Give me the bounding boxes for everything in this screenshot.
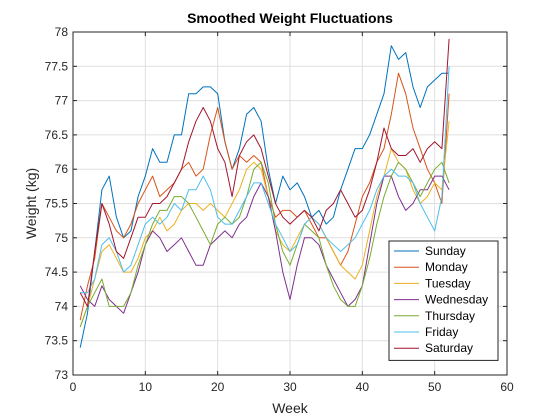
x-tick-label: 60 <box>500 380 514 394</box>
y-tick-label: 73 <box>55 368 69 382</box>
series-line-friday <box>80 66 450 294</box>
y-tick-label: 77.5 <box>45 59 69 73</box>
x-tick-label: 20 <box>211 380 225 394</box>
legend-label-thursday: Thursday <box>425 309 475 323</box>
y-axis-label: Weight (kg) <box>23 168 39 239</box>
x-tick-label: 30 <box>283 380 297 394</box>
y-tick-label: 76.5 <box>45 128 69 142</box>
legend-label-saturday: Saturday <box>425 341 473 355</box>
series-line-saturday <box>79 38 450 307</box>
y-tick-label: 74.5 <box>45 265 69 279</box>
x-tick-label: 50 <box>428 380 442 394</box>
y-tick-label: 78 <box>55 25 69 39</box>
legend-label-wednesday: Wednesday <box>425 293 488 307</box>
y-tick-label: 75 <box>55 231 69 245</box>
legend-label-monday: Monday <box>425 260 468 274</box>
y-tick-label: 76 <box>55 162 69 176</box>
x-tick-label: 10 <box>139 380 153 394</box>
legend-label-sunday: Sunday <box>425 244 466 258</box>
legend: Sunday Monday Tuesday Wednesday Thursday Frid… <box>388 240 499 361</box>
series-line-monday <box>79 72 450 321</box>
legend-label-tuesday: Tuesday <box>425 276 471 290</box>
y-tick-label: 74 <box>55 299 69 313</box>
y-axis-ticks: 73 73.5 74 74.5 75 75.5 76 76.5 77 77.5 78 <box>45 25 507 382</box>
x-tick-label: 40 <box>356 380 370 394</box>
y-tick-label: 75.5 <box>45 197 69 211</box>
y-tick-label: 77 <box>55 94 69 108</box>
y-tick-label: 73.5 <box>45 334 69 348</box>
x-tick-label: 0 <box>70 380 77 394</box>
series-line-thursday <box>79 161 450 328</box>
legend-label-friday: Friday <box>425 325 458 339</box>
x-axis-label: Week <box>272 400 309 416</box>
series-line-tuesday <box>79 121 450 328</box>
series-lines <box>79 38 450 348</box>
x-axis-ticks: 0 10 20 30 40 50 60 <box>70 32 514 394</box>
series-line-wednesday <box>79 175 450 314</box>
series-line-sunday <box>79 45 450 348</box>
chart-title: Smoothed Weight Fluctuations <box>187 10 393 26</box>
legend-box <box>388 240 499 361</box>
